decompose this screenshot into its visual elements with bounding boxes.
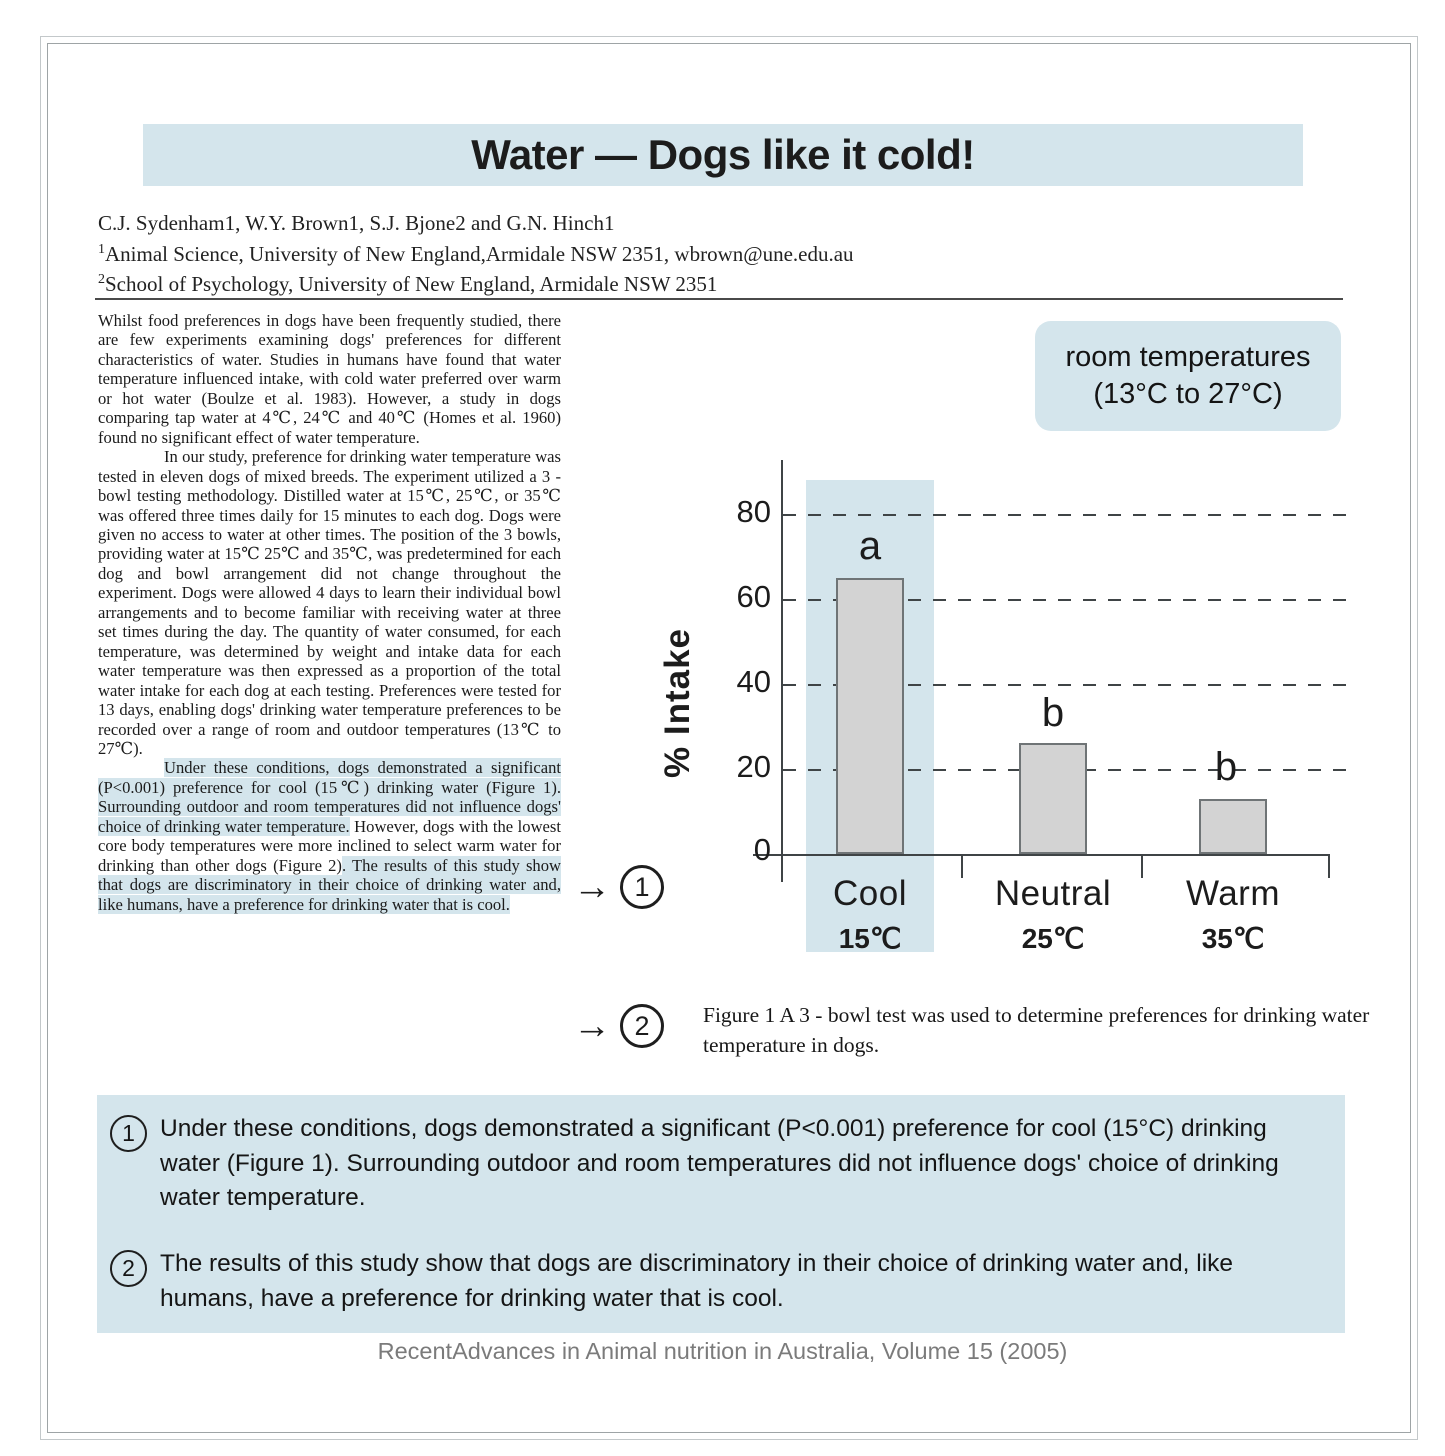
circled-number-1: 1 <box>110 1115 147 1152</box>
y-tick-label-40: 40 <box>736 664 771 699</box>
x-axis <box>753 854 1330 856</box>
affiliation-superscript-2: 2 <box>98 272 105 287</box>
figure-caption: Figure 1 A 3 - bowl test was used to det… <box>703 1003 1370 1057</box>
arrow-right-icon: → <box>573 866 611 908</box>
room-temperature-line-1: room temperatures <box>1065 341 1311 373</box>
x-axis-tick <box>1141 854 1143 878</box>
y-tick-label-20: 20 <box>736 749 771 784</box>
bar-warm <box>1199 799 1267 854</box>
page-frame <box>40 36 1418 1440</box>
paragraph-3-plain: However, dogs with the lowest core body … <box>98 816 561 875</box>
category-label-cool: Cool 15℃ <box>833 874 907 954</box>
category-label-neutral: Neutral 25℃ <box>994 874 1112 954</box>
gridline-80 <box>783 514 1353 516</box>
gridline-40 <box>783 684 1353 686</box>
title-banner: Water — Dogs like it cold! <box>143 124 1303 186</box>
callout-text-2: The results of this study show that dogs… <box>160 1250 1234 1312</box>
callout-text-1: Under these conditions, dogs demonstrate… <box>160 1115 1279 1211</box>
affiliation-superscript-1: 1 <box>98 241 105 257</box>
room-temperature-line-2: (13°C to 27°C) <box>1093 378 1283 410</box>
bar-chart: 80 60 40 20 0 % Intake a b b Cool 15℃ Ne… <box>598 448 1390 1013</box>
y-tick-label-80: 80 <box>736 494 771 529</box>
y-axis <box>781 460 783 882</box>
divider-rule <box>95 298 1343 300</box>
x-axis-tick <box>961 854 963 878</box>
circled-number-2: 2 <box>110 1250 147 1287</box>
paragraph-3: Under these conditions, dogs demonstrate… <box>98 758 561 914</box>
circled-number-1: 1 <box>620 865 664 909</box>
arrow-right-icon: → <box>573 1005 611 1047</box>
margin-marker-2: → 2 <box>573 1004 664 1048</box>
circled-number-2: 2 <box>620 1004 664 1048</box>
callout-box-1: 1 Under these conditions, dogs demonstra… <box>97 1095 1345 1233</box>
page-frame-inner <box>47 43 1411 1433</box>
x-axis-tick <box>1328 854 1330 878</box>
bar-cool <box>836 578 904 854</box>
page-footer: RecentAdvances in Animal nutrition in Au… <box>377 1338 1068 1364</box>
category-label-warm: Warm 35℃ <box>1185 874 1280 954</box>
bar-neutral <box>1019 743 1087 854</box>
author-line: C.J. Sydenham1, W.Y. Brown1, S.J. Bjone2… <box>98 211 615 235</box>
room-temperature-note: room temperatures (13°C to 27°C) <box>1035 321 1341 431</box>
y-tick-label-0: 0 <box>753 832 771 867</box>
callout-box-2: 2 The results of this study show that do… <box>97 1230 1345 1333</box>
affiliation-line-1: 1Animal Science, University of New Engla… <box>98 241 854 266</box>
page-title: Water — Dogs like it cold! <box>471 131 975 178</box>
article-column: Whilst food preferences in dogs have bee… <box>98 311 561 914</box>
y-axis-title: % Intake <box>658 628 697 778</box>
paragraph-1: Whilst food preferences in dogs have bee… <box>98 311 561 447</box>
gridline-60 <box>783 599 1353 601</box>
significance-letter-cool: a <box>858 524 882 568</box>
significance-letter-warm: b <box>1214 745 1238 789</box>
affiliation-line-2: 2School of Psychology, University of New… <box>98 272 718 296</box>
significance-letter-neutral: b <box>1041 691 1065 735</box>
paragraph-2: In our study, preference for drinking wa… <box>98 447 561 758</box>
margin-marker-1: → 1 <box>573 865 664 909</box>
author-block: C.J. Sydenham1, W.Y. Brown1, S.J. Bjone2… <box>98 210 1098 298</box>
y-tick-label-60: 60 <box>736 579 771 614</box>
